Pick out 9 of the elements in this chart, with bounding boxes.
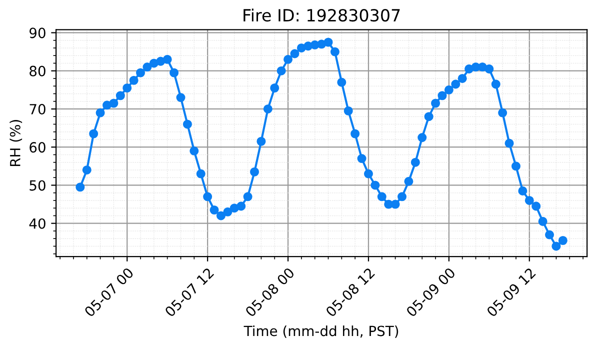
y-tick-label: 60 bbox=[30, 142, 46, 153]
chart-title: Fire ID: 192830307 bbox=[244, 8, 400, 22]
y-tick-label: 80 bbox=[30, 66, 46, 76]
y-tick-label: 90 bbox=[30, 28, 46, 38]
x-axis-title: Time (mm-dd hh, PST) bbox=[244, 325, 398, 338]
y-tick-label: 40 bbox=[29, 218, 46, 229]
y-tick-label: 50 bbox=[30, 180, 46, 191]
y-axis-title: RH (%) bbox=[10, 120, 22, 166]
y-tick-label: 70 bbox=[30, 104, 46, 114]
